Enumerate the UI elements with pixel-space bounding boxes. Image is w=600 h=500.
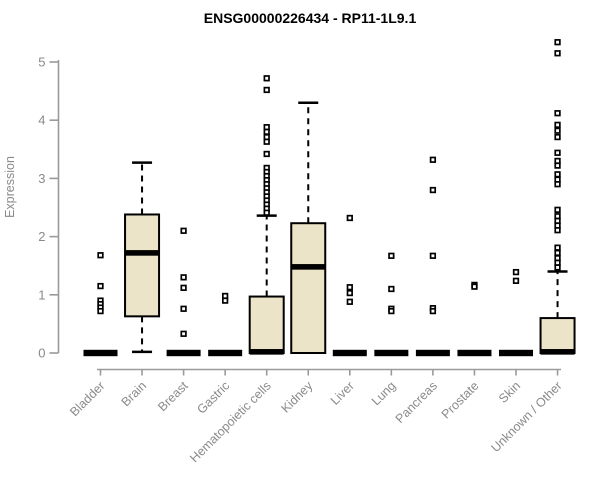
outlier-point — [263, 86, 270, 94]
outlier-point — [429, 307, 437, 315]
boxplot-breast — [166, 227, 201, 357]
y-tick-label: 3 — [38, 171, 45, 186]
outlier-point — [554, 127, 561, 134]
outlier-point — [429, 156, 437, 163]
x-category-label-kidney: Kidney — [278, 378, 315, 415]
iqr-box — [290, 222, 327, 354]
outlier-point — [429, 252, 437, 259]
x-category-label-liver: Liver — [328, 379, 357, 408]
y-axis-label: Expression — [3, 156, 17, 218]
boxplot-unknown-other — [539, 39, 576, 355]
iqr-box — [248, 295, 285, 354]
outlier-point — [554, 110, 561, 117]
y-tick-label: 0 — [38, 346, 45, 361]
x-category-label-unknown-other: Unknown / Other — [488, 379, 564, 455]
iqr-box — [539, 317, 576, 354]
boxplot-pancreas — [415, 156, 450, 357]
collapsed-box-bar — [332, 349, 367, 357]
outlier-point — [263, 150, 270, 158]
boxplot-lung — [374, 252, 409, 357]
outlier-point — [222, 297, 229, 304]
outlier-point — [346, 214, 353, 222]
boxplot-hematopoietic-cells — [248, 75, 285, 355]
outlier-point — [388, 252, 395, 259]
outlier-point — [554, 249, 561, 257]
outlier-point — [554, 162, 561, 169]
outlier-point — [554, 121, 561, 129]
chart-title: ENSG00000226434 - RP11-1L9.1 — [204, 10, 417, 26]
y-tick-label: 1 — [38, 287, 45, 302]
x-category-label-bladder: Bladder — [67, 379, 107, 419]
y-tick-label: 4 — [38, 113, 45, 128]
median-bar — [249, 349, 284, 355]
collapsed-box-bar — [374, 349, 409, 357]
x-category-label-breast: Breast — [155, 378, 191, 414]
median-bar — [540, 349, 575, 355]
collapsed-box-bar — [208, 349, 243, 357]
outlier-point — [180, 274, 187, 281]
outlier-point — [554, 50, 561, 57]
outlier-point — [346, 284, 353, 291]
x-category-label-pancreas: Pancreas — [393, 379, 440, 426]
outlier-point — [554, 133, 561, 141]
outlier-point — [263, 128, 270, 135]
x-category-label-brain: Brain — [119, 379, 150, 410]
median-bar — [291, 264, 326, 270]
outlier-point — [554, 181, 561, 188]
outlier-point — [388, 285, 395, 293]
x-category-label-lung: Lung — [369, 379, 399, 409]
collapsed-box-bar — [83, 349, 118, 357]
outlier-point — [554, 39, 561, 46]
boxplot-kidney — [290, 101, 327, 354]
outlier-point — [180, 227, 187, 234]
outlier-point — [346, 289, 353, 297]
outlier-point — [512, 277, 520, 284]
collapsed-box-bar — [415, 349, 450, 357]
x-category-label-prostate: Prostate — [439, 379, 482, 422]
outlier-point — [554, 264, 561, 271]
y-tick-label: 2 — [38, 229, 45, 244]
outlier-point — [388, 307, 395, 315]
boxplot-prostate — [457, 281, 492, 357]
outlier-point — [180, 305, 187, 312]
collapsed-box-bar — [457, 349, 492, 357]
outlier-point — [512, 268, 520, 276]
outlier-point — [180, 330, 187, 337]
collapsed-box-bar — [499, 349, 533, 357]
outlier-point — [97, 252, 104, 259]
x-category-label-skin: Skin — [496, 379, 523, 406]
boxplot-skin — [499, 268, 533, 357]
boxplot-brain — [124, 161, 161, 354]
outlier-point — [346, 298, 353, 305]
outlier-point — [554, 149, 561, 156]
median-bar — [125, 250, 160, 256]
collapsed-box-bar — [166, 349, 201, 357]
outlier-point — [554, 171, 561, 178]
outlier-point — [180, 284, 187, 291]
boxplot-bladder — [83, 252, 118, 357]
outlier-point — [471, 283, 478, 290]
x-category-label-gastric: Gastric — [194, 379, 232, 417]
iqr-box — [124, 213, 161, 318]
plot-area — [83, 39, 576, 357]
outlier-point — [554, 244, 561, 251]
y-tick-label: 5 — [38, 55, 45, 70]
x-category-label-hematopoietic-cells: Hematopoietic cells — [187, 379, 274, 466]
outlier-point — [97, 282, 104, 290]
boxplot-liver — [332, 214, 367, 357]
outlier-point — [554, 227, 561, 234]
outlier-point — [263, 75, 270, 82]
outlier-point — [554, 206, 561, 213]
outlier-point — [263, 209, 270, 216]
boxplot-gastric — [208, 292, 243, 357]
outlier-point — [263, 138, 270, 145]
outlier-point — [429, 186, 437, 194]
outlier-point — [97, 307, 104, 315]
